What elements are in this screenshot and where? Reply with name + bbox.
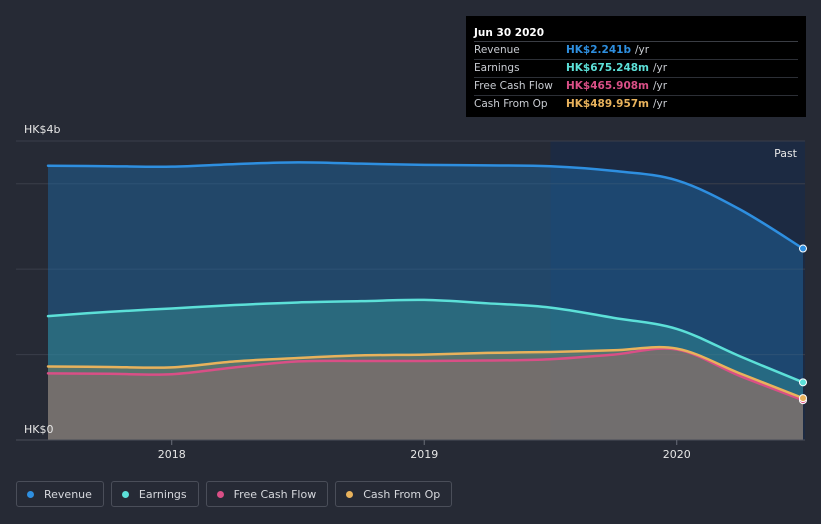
tooltip-row-earnings: Earnings HK$675.248m /yr xyxy=(474,60,798,78)
tooltip-value: HK$675.248m xyxy=(566,62,649,74)
legend-item-revenue[interactable]: Revenue xyxy=(16,481,104,507)
legend-label: Cash From Op xyxy=(363,487,441,501)
tooltip-row-free-cash-flow: Free Cash Flow HK$465.908m /yr xyxy=(474,78,798,96)
series-endpoint-earnings xyxy=(799,378,807,387)
series-area-revenue xyxy=(48,162,803,440)
series-endpoint-cash-from-op xyxy=(799,394,807,403)
x-tick-label: 2018 xyxy=(158,448,186,461)
tooltip-value: HK$2.241b xyxy=(566,44,631,56)
y-axis-top-label: HK$4b xyxy=(24,123,60,136)
series-line-cash-from-op xyxy=(46,345,805,400)
past-label: Past xyxy=(774,147,798,160)
legend-dot-icon xyxy=(121,490,129,498)
series-area-cash-from-op xyxy=(48,347,803,440)
legend-label: Earnings xyxy=(138,487,187,501)
legend-item-free-cash-flow[interactable]: Free Cash Flow xyxy=(205,481,329,507)
tooltip-value: HK$489.957m xyxy=(566,98,649,110)
series-area-earnings xyxy=(48,299,803,440)
legend-item-earnings[interactable]: Earnings xyxy=(110,481,199,507)
chart-legend: Revenue Earnings Free Cash Flow Cash Fro… xyxy=(16,481,453,507)
y-axis-bottom-label: HK$0 xyxy=(24,423,53,436)
past-region xyxy=(550,141,805,440)
x-tick-label: 2019 xyxy=(410,448,438,461)
tooltip-date: Jun 30 2020 xyxy=(474,25,798,42)
tooltip-row-revenue: Revenue HK$2.241b /yr xyxy=(474,42,798,60)
tooltip-label: Revenue xyxy=(474,44,520,56)
legend-dot-icon xyxy=(346,490,354,498)
series-area-free-cash-flow xyxy=(48,348,803,440)
tooltip-unit: /yr xyxy=(653,80,668,92)
tooltip-label: Earnings xyxy=(474,62,520,74)
tooltip-value: HK$465.908m xyxy=(566,80,649,92)
tooltip-label: Free Cash Flow xyxy=(474,80,553,92)
tooltip-label: Cash From Op xyxy=(474,98,548,110)
series-line-earnings xyxy=(46,298,805,384)
series-endpoint-revenue xyxy=(799,244,807,253)
legend-dot-icon xyxy=(216,490,224,498)
legend-label: Free Cash Flow xyxy=(233,487,317,501)
tooltip-unit: /yr xyxy=(653,98,668,110)
series-line-revenue xyxy=(46,161,805,250)
x-tick-label: 2020 xyxy=(663,448,691,461)
tooltip-panel: Jun 30 2020 Revenue HK$2.241b /yr Earnin… xyxy=(466,16,806,117)
tooltip-unit: /yr xyxy=(634,44,650,56)
legend-item-cash-from-op[interactable]: Cash From Op xyxy=(335,481,453,507)
legend-dot-icon xyxy=(27,490,34,498)
legend-label: Revenue xyxy=(44,487,92,501)
tooltip-row-cash-from-op: Cash From Op HK$489.957m /yr xyxy=(474,96,798,113)
tooltip-unit: /yr xyxy=(653,62,668,74)
